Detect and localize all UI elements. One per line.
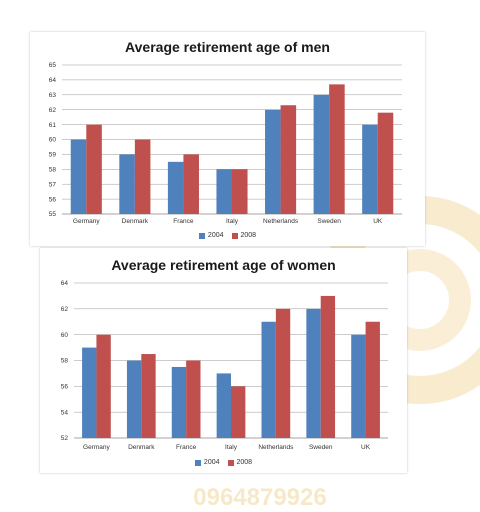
- bar-2004-denmark: [126, 360, 142, 438]
- bar-2008-denmark: [134, 139, 151, 214]
- y-tick-label: 63: [49, 92, 57, 99]
- x-category-label: France: [176, 444, 197, 451]
- bar-2008-france: [183, 154, 199, 214]
- bar-2008-uk: [377, 112, 394, 214]
- bar-2008-netherlands: [275, 308, 291, 438]
- legend-swatch-2004: [194, 459, 201, 466]
- legend-item-2008: 2008: [227, 459, 253, 466]
- y-tick-label: 62: [49, 107, 57, 114]
- y-tick-label: 59: [49, 152, 57, 159]
- bar-2008-italy: [232, 169, 248, 214]
- x-category-label: Denmark: [122, 218, 149, 225]
- chart-title-men: Average retirement age of men: [125, 39, 330, 55]
- legend-item-2004: 2004: [198, 232, 224, 239]
- chart-men: 55 56 57 58 59 60 61 62 63 64 65 Germany Denmark Fran…: [49, 62, 402, 225]
- bar-2004-france: [171, 366, 187, 438]
- bar-2008-france: [186, 360, 201, 438]
- y-tick-label: 64: [61, 280, 69, 287]
- y-tick-label: 61: [49, 122, 57, 129]
- bar-2008-uk: [365, 321, 380, 438]
- legend-label-2008: 2008: [236, 459, 253, 466]
- y-tick-label: 54: [61, 409, 69, 416]
- bar-2004-germany: [82, 347, 97, 438]
- y-tick-label: 56: [61, 384, 69, 391]
- y-tick-label: 60: [61, 332, 69, 339]
- bar-2008-denmark: [141, 354, 156, 438]
- bar-2008-netherlands: [280, 105, 297, 214]
- legend-label-2004: 2004: [203, 459, 220, 466]
- legend-label-2008: 2008: [240, 232, 257, 239]
- bar-2004-france: [167, 161, 184, 214]
- x-category-label: Sweden: [317, 218, 341, 225]
- legend-swatch-2004: [198, 232, 205, 239]
- bar-2004-germany: [70, 139, 87, 214]
- legend-item-2004: 2004: [194, 459, 220, 466]
- y-tick-label: 57: [49, 181, 57, 188]
- legend-swatch-2008: [227, 459, 234, 466]
- legend-item-2008: 2008: [231, 232, 257, 239]
- x-category-label: Netherlands: [263, 218, 299, 225]
- x-category-label: Germany: [73, 218, 100, 225]
- x-category-label: Netherlands: [258, 444, 294, 451]
- bar-2008-sweden: [329, 84, 345, 214]
- chart-title-women: Average retirement age of women: [111, 257, 336, 273]
- legend-women: 2004 2008: [40, 459, 407, 466]
- y-tick-label: 64: [49, 77, 57, 84]
- bar-2008-italy: [231, 386, 246, 438]
- bar-2004-sweden: [313, 94, 330, 214]
- y-tick-label: 55: [49, 211, 57, 218]
- x-category-label: Sweden: [309, 444, 333, 451]
- bar-2004-netherlands: [265, 109, 281, 214]
- chart-panel-women: 52 54 56 58 60 62 64 Germany Denmark France Italy N…: [40, 248, 407, 473]
- x-category-label: Italy: [225, 444, 238, 451]
- chart-panel-men: 55 56 57 58 59 60 61 62 63 64 65 Germany Denmark Fran…: [30, 32, 425, 246]
- y-tick-label: 60: [49, 137, 57, 144]
- bar-2008-germany: [86, 124, 102, 214]
- x-category-label: Denmark: [128, 444, 155, 451]
- x-category-label: UK: [373, 218, 383, 225]
- x-category-label: UK: [361, 444, 371, 451]
- bar-2004-italy: [216, 373, 231, 438]
- bar-2004-denmark: [119, 154, 135, 214]
- bar-2004-italy: [216, 169, 232, 214]
- bar-2004-netherlands: [261, 321, 276, 438]
- bar-2008-germany: [96, 334, 111, 438]
- x-category-label: Germany: [83, 444, 110, 451]
- x-category-label: Italy: [226, 218, 239, 225]
- chart-women: 52 54 56 58 60 62 64 Germany Denmark France Italy N…: [61, 280, 388, 451]
- y-tick-label: 58: [61, 358, 69, 365]
- legend-swatch-2008: [231, 232, 238, 239]
- y-tick-label: 56: [49, 196, 57, 203]
- x-category-label: France: [173, 218, 194, 225]
- legend-men: 2004 2008: [30, 232, 425, 239]
- y-tick-label: 52: [61, 435, 69, 442]
- y-tick-label: 65: [49, 62, 57, 69]
- bar-2004-sweden: [306, 308, 321, 438]
- bar-2004-uk: [351, 334, 366, 438]
- bar-2004-uk: [362, 124, 378, 214]
- y-tick-label: 58: [49, 167, 57, 174]
- legend-label-2004: 2004: [207, 232, 224, 239]
- y-tick-label: 62: [61, 306, 69, 313]
- watermark-phone: 0964879926: [193, 484, 326, 511]
- bar-2008-sweden: [320, 295, 336, 438]
